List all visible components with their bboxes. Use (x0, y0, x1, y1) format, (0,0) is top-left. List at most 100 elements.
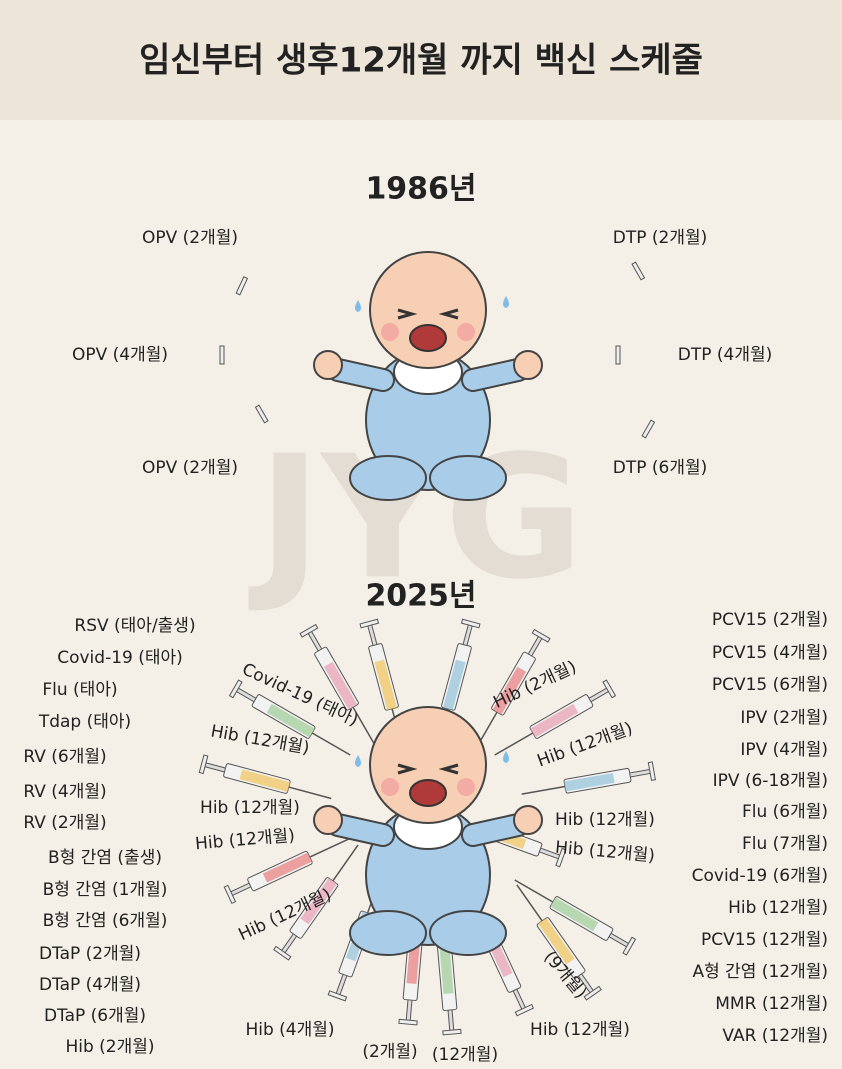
syringe-needle (521, 785, 566, 795)
baby-fist (313, 350, 343, 380)
baby-head (369, 706, 487, 824)
vaccine-label: VAR (12개월) (722, 1026, 828, 1046)
syringe-handle (254, 404, 269, 424)
syringe-handle (235, 276, 249, 296)
vaccine-label: IPV (4개월) (740, 740, 828, 760)
baby-fist (513, 350, 543, 380)
syringe-handle (555, 847, 567, 868)
vaccine-label: OPV (4개월) (72, 345, 168, 365)
syringe-handle (615, 345, 621, 365)
vaccine-label: RV (4개월) (23, 782, 106, 802)
syringe-handle (602, 679, 617, 699)
baby-arm (463, 815, 528, 845)
baby-cheek (457, 323, 475, 341)
syringe (228, 679, 351, 756)
title: 임신부터 생후12개월 까지 백신 스케줄 (139, 41, 703, 81)
baby-fist (313, 805, 343, 835)
syringe-handle (460, 618, 481, 629)
tear (355, 300, 361, 312)
baby-leg (429, 455, 507, 501)
syringe-liquid (300, 878, 337, 925)
vaccine-label: IPV (6-18개월) (713, 771, 828, 791)
syringe-handle (223, 884, 237, 905)
vaccine-label: RV (6개월) (23, 747, 106, 767)
vaccine-label: DTaP (2개월) (39, 944, 141, 964)
vaccine-label: RSV (태아/출생) (74, 616, 195, 636)
syringe (435, 618, 481, 752)
vaccine-label: MMR (12개월) (715, 994, 828, 1014)
syringe-handle (514, 1003, 535, 1017)
vaccine-label: OPV (2개월) (142, 228, 238, 248)
vaccine-label: DTP (2개월) (613, 228, 708, 248)
syringe-liquid (564, 772, 615, 792)
syringe-handle (219, 345, 225, 365)
syringe-handle (622, 936, 637, 956)
syringe-handle (198, 754, 209, 775)
baby-leg (429, 910, 507, 956)
vaccine-label: PCV15 (2개월) (712, 610, 828, 630)
syringe-label: Hib (12개월) (194, 826, 295, 855)
vaccine-label: B형 간염 (1개월) (43, 880, 168, 900)
vaccine-label: Flu (7개월) (742, 834, 828, 854)
syringe-label: Hib (12개월) (555, 810, 655, 830)
syringe-handle (442, 1028, 462, 1036)
syringe (273, 844, 359, 961)
syringe-label: Hib (12개월) (554, 838, 655, 867)
syringe-handle (583, 985, 602, 1001)
header-band (0, 0, 842, 120)
syringe-handle (641, 419, 656, 439)
syringe-handle (647, 761, 656, 781)
syringe-needle (311, 732, 351, 756)
syringe (474, 628, 551, 751)
syringe-liquid (374, 659, 397, 711)
syringe (641, 419, 656, 439)
syringe (631, 261, 646, 281)
syringe-label: (12개월) (432, 1045, 498, 1065)
vaccine-label: DTaP (6개월) (44, 1006, 146, 1026)
baby-head (369, 251, 487, 369)
vaccine-label: B형 간염 (6개월) (43, 911, 168, 931)
syringe (299, 623, 376, 746)
baby-arm (328, 815, 393, 845)
syringe-liquid (550, 897, 599, 932)
syringe-label: (2개월) (362, 1042, 417, 1062)
syringe (254, 404, 269, 424)
tear (503, 296, 509, 308)
syringe (494, 679, 617, 756)
baby-mouth (409, 779, 447, 807)
vaccine-label: PCV15 (4개월) (712, 643, 828, 663)
baby-eye (397, 763, 418, 775)
syringe-liquid (239, 769, 291, 792)
vaccine-label: Tdap (태아) (38, 712, 131, 732)
vaccine-label: DTP (6개월) (613, 458, 708, 478)
baby-cheek (381, 778, 399, 796)
syringe-liquid (538, 918, 575, 965)
syringe-handle (398, 1018, 418, 1026)
vaccine-label: IPV (2개월) (740, 708, 828, 728)
vaccine-label: DTaP (4개월) (39, 975, 141, 995)
vaccine-label: B형 간염 (출생) (48, 848, 162, 868)
baby-leg (349, 455, 427, 501)
syringe-liquid (266, 703, 315, 738)
syringe-needle (494, 732, 534, 756)
vaccine-label: Hib (12개월) (728, 898, 828, 918)
vaccine-label: Flu (태아) (42, 680, 117, 700)
syringe-handle (273, 945, 292, 961)
vaccine-label: Covid-19 (6개월) (692, 866, 828, 886)
year-2025: 2025년 (365, 579, 476, 614)
syringe-label: Hib (12개월) (530, 1020, 630, 1040)
syringe (198, 754, 332, 800)
baby-eye (438, 763, 459, 775)
syringe (521, 761, 656, 795)
syringe-handle (359, 618, 380, 629)
year-1986: 1986년 (365, 172, 476, 207)
baby-arm (328, 360, 393, 390)
vaccine-label: PCV15 (12개월) (701, 930, 828, 950)
syringe-label: Hib (4개월) (245, 1020, 334, 1040)
baby-cheek (381, 323, 399, 341)
syringe-needle (516, 884, 543, 922)
syringe (514, 879, 637, 956)
syringe-needle (352, 706, 376, 746)
tear (503, 751, 509, 763)
